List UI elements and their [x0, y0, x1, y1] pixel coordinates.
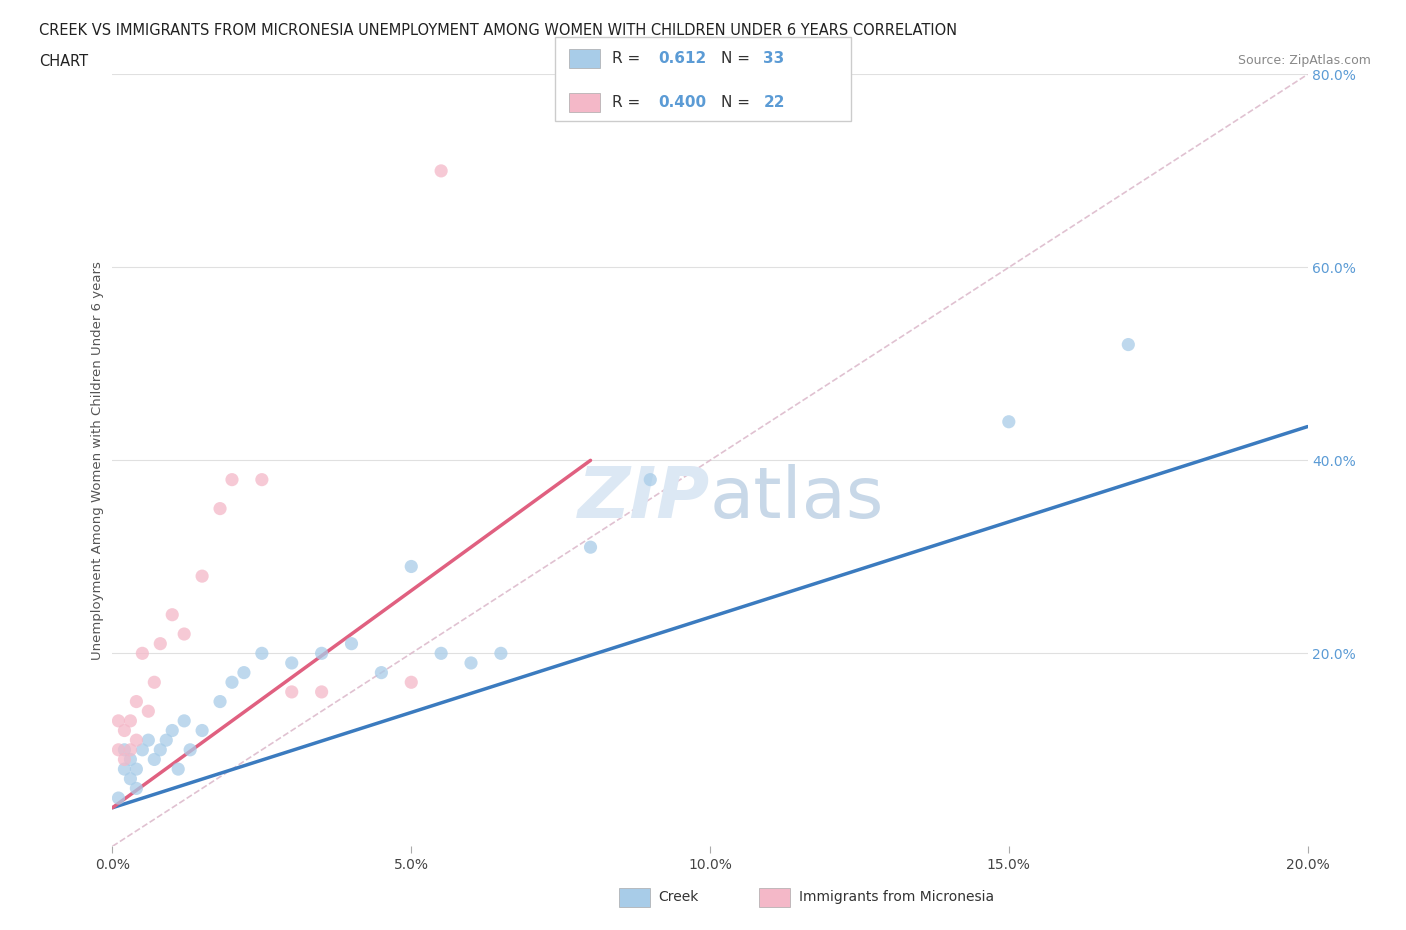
Point: [114, 724, 135, 738]
Point: [460, 656, 482, 671]
Point: [143, 675, 166, 690]
Point: [162, 724, 183, 738]
Text: CREEK VS IMMIGRANTS FROM MICRONESIA UNEMPLOYMENT AMONG WOMEN WITH CHILDREN UNDER: CREEK VS IMMIGRANTS FROM MICRONESIA UNEM…: [39, 23, 957, 38]
Text: N =: N =: [721, 51, 755, 66]
Point: [107, 790, 129, 805]
Point: [191, 569, 214, 584]
Point: [191, 724, 214, 738]
Point: [250, 472, 273, 487]
Point: [173, 713, 195, 728]
Text: R =: R =: [612, 95, 645, 110]
Text: 0.400: 0.400: [658, 95, 706, 110]
Point: [155, 733, 177, 748]
Point: [221, 675, 243, 690]
Point: [208, 694, 231, 709]
Point: [1118, 338, 1140, 352]
Point: [120, 771, 142, 786]
Point: [149, 636, 172, 651]
Point: [232, 665, 256, 680]
Point: [208, 501, 231, 516]
Point: [107, 713, 129, 728]
Text: Immigrants from Micronesia: Immigrants from Micronesia: [799, 890, 994, 905]
Text: ZIP: ZIP: [578, 464, 710, 534]
Point: [340, 636, 363, 651]
Point: [131, 742, 153, 757]
Point: [125, 781, 148, 796]
Text: 33: 33: [763, 51, 785, 66]
Point: [107, 742, 129, 757]
Point: [281, 656, 304, 671]
Point: [138, 733, 160, 748]
Point: [401, 675, 423, 690]
Point: [114, 742, 135, 757]
Point: [125, 762, 148, 777]
Text: Creek: Creek: [658, 890, 699, 905]
Point: [125, 733, 148, 748]
Point: [173, 627, 195, 642]
Point: [131, 646, 153, 661]
Point: [138, 704, 160, 719]
Text: 22: 22: [763, 95, 785, 110]
Point: [998, 415, 1021, 430]
Point: [114, 752, 135, 767]
Point: [125, 694, 148, 709]
Text: Source: ZipAtlas.com: Source: ZipAtlas.com: [1237, 54, 1371, 67]
Text: CHART: CHART: [39, 54, 89, 69]
Point: [638, 472, 662, 487]
Text: N =: N =: [721, 95, 755, 110]
Text: R =: R =: [612, 51, 645, 66]
Y-axis label: Unemployment Among Women with Children Under 6 years: Unemployment Among Women with Children U…: [91, 261, 104, 659]
Point: [114, 762, 135, 777]
Point: [162, 607, 183, 622]
Point: [167, 762, 190, 777]
Point: [120, 742, 142, 757]
Point: [149, 742, 172, 757]
Point: [179, 742, 201, 757]
Point: [489, 646, 512, 661]
Point: [311, 684, 333, 699]
Point: [143, 752, 166, 767]
Point: [281, 684, 304, 699]
Point: [250, 646, 273, 661]
Point: [430, 646, 453, 661]
Point: [311, 646, 333, 661]
Point: [370, 665, 392, 680]
Point: [120, 752, 142, 767]
Point: [430, 164, 453, 179]
Text: 0.612: 0.612: [658, 51, 706, 66]
Point: [579, 539, 602, 554]
Text: atlas: atlas: [710, 464, 884, 534]
Point: [120, 713, 142, 728]
Point: [221, 472, 243, 487]
Point: [401, 559, 423, 574]
